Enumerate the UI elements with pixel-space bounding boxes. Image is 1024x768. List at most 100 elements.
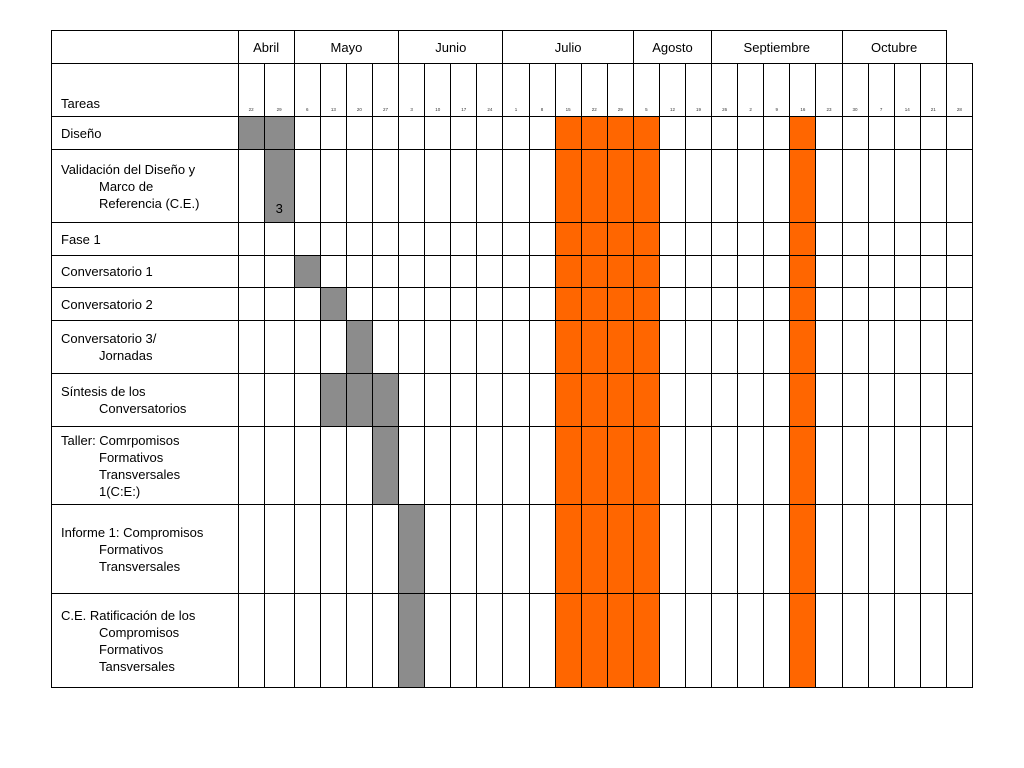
schedule-cell (424, 320, 452, 374)
schedule-cell (763, 287, 791, 321)
schedule-cell (237, 320, 265, 374)
schedule-cell (919, 255, 947, 288)
schedule-cell (684, 593, 713, 688)
schedule-cell (450, 287, 478, 321)
task-name-line: Taller: Comrpomisos (61, 432, 180, 448)
schedule-cell (684, 504, 713, 594)
schedule-cell (841, 373, 869, 427)
schedule-cell (893, 504, 921, 594)
schedule-cell (841, 320, 869, 374)
week-day-label: 1 (502, 63, 530, 117)
task-name: Fase 1 (51, 222, 239, 256)
schedule-cell (919, 287, 947, 321)
task-name: Informe 1: Compromisos Formativos Transver… (51, 504, 239, 594)
schedule-cell (841, 287, 869, 321)
schedule-cell (476, 222, 504, 256)
schedule-cell (684, 149, 713, 223)
schedule-cell (371, 287, 400, 321)
highlight-week-cell (580, 320, 608, 374)
schedule-cell (237, 149, 265, 223)
schedule-cell (371, 222, 400, 256)
week-day-label: 7 (867, 63, 895, 117)
schedule-cell (867, 222, 895, 256)
highlight-week-cell (554, 320, 582, 374)
schedule-cell (450, 255, 478, 288)
task-bar-cell: 3 (263, 149, 295, 223)
schedule-cell (841, 504, 869, 594)
schedule-cell (684, 222, 713, 256)
task-row: Validación del Diseño y Marco de Referenci… (51, 149, 974, 223)
task-name: Conversatorio 3/Jornadas (51, 320, 239, 374)
schedule-cell (893, 287, 921, 321)
schedule-cell (711, 504, 739, 594)
schedule-cell (502, 116, 530, 150)
schedule-cell (371, 593, 400, 688)
schedule-cell (398, 426, 426, 505)
schedule-cell (711, 116, 739, 150)
schedule-cell (263, 426, 295, 505)
task-bar-cell (371, 373, 400, 427)
highlight-week-cell (554, 255, 582, 288)
highlight-week-cell (632, 255, 660, 288)
schedule-cell (476, 373, 504, 427)
schedule-cell (867, 373, 895, 427)
schedule-cell (867, 320, 895, 374)
schedule-cell (476, 593, 504, 688)
schedule-cell (684, 373, 713, 427)
week-day-label: 6 (293, 63, 321, 117)
highlight-week-cell (554, 373, 582, 427)
week-day-label: 20 (345, 63, 373, 117)
schedule-cell (945, 504, 974, 594)
schedule-cell (528, 373, 556, 427)
schedule-cell (867, 149, 895, 223)
schedule-cell (711, 149, 739, 223)
schedule-cell (841, 222, 869, 256)
schedule-cell (263, 504, 295, 594)
week-day-label: 14 (893, 63, 921, 117)
schedule-cell (919, 116, 947, 150)
highlight-week-cell (632, 504, 660, 594)
task-name-line: Formativos (99, 541, 164, 557)
task-name-line: Transversales (99, 466, 181, 482)
schedule-cell (237, 373, 265, 427)
schedule-cell (263, 593, 295, 688)
schedule-cell (345, 149, 373, 223)
schedule-cell (263, 320, 295, 374)
schedule-cell (476, 149, 504, 223)
schedule-cell (815, 373, 843, 427)
header-corner-cell (51, 30, 239, 64)
schedule-cell (345, 426, 373, 505)
task-row: Conversatorio 1 (51, 255, 974, 288)
month-header: Octubre (841, 30, 947, 64)
week-day-label: 22 (580, 63, 608, 117)
schedule-cell (476, 320, 504, 374)
highlight-week-cell (606, 426, 634, 505)
schedule-cell (945, 426, 974, 505)
schedule-cell (502, 222, 530, 256)
highlight-week-cell (606, 287, 634, 321)
highlight-week-cell (580, 593, 608, 688)
schedule-cell (424, 287, 452, 321)
highlight-week-cell (580, 116, 608, 150)
schedule-cell (684, 426, 713, 505)
tasks-column-header: Tareas (51, 63, 239, 117)
schedule-cell (476, 426, 504, 505)
task-name-line: Conversatorio 1 (61, 264, 153, 279)
schedule-cell (867, 255, 895, 288)
schedule-cell (815, 426, 843, 505)
task-name-line: Validación del Diseño y (61, 161, 196, 177)
schedule-cell (398, 222, 426, 256)
week-day-label: 23 (815, 63, 843, 117)
schedule-cell (476, 255, 504, 288)
task-name-line: Referencia (C.E.) (99, 195, 200, 211)
month-header: Septiembre (711, 30, 843, 64)
schedule-cell (237, 504, 265, 594)
week-day-label: 16 (789, 63, 817, 117)
task-name-line: Jornadas (99, 348, 153, 363)
schedule-cell (893, 320, 921, 374)
schedule-cell (528, 116, 556, 150)
schedule-cell (684, 287, 713, 321)
task-row: Fase 1 (51, 222, 974, 256)
month-header: Julio (502, 30, 634, 64)
schedule-cell (815, 593, 843, 688)
